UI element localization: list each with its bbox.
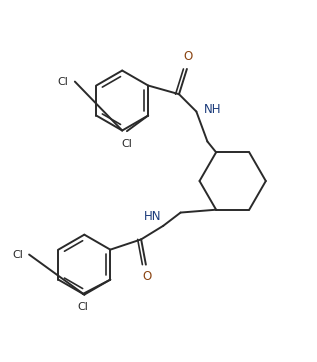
- Text: Cl: Cl: [121, 139, 133, 149]
- Text: NH: NH: [204, 104, 222, 117]
- Text: HN: HN: [144, 210, 162, 223]
- Text: O: O: [143, 270, 152, 283]
- Text: O: O: [184, 50, 193, 63]
- Text: Cl: Cl: [58, 77, 68, 87]
- Text: Cl: Cl: [77, 302, 88, 312]
- Text: Cl: Cl: [12, 249, 23, 260]
